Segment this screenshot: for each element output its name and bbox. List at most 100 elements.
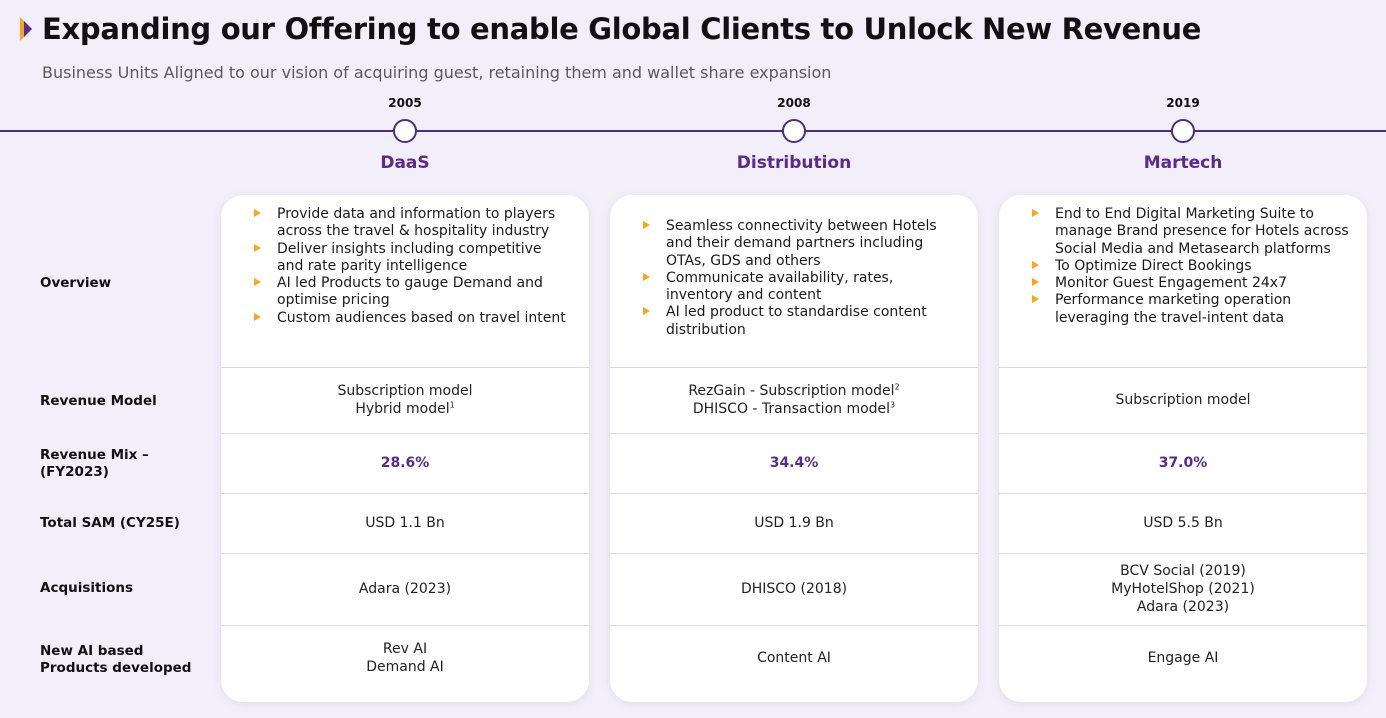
overview-list: Provide data and information to players … bbox=[251, 206, 571, 327]
overview-item-text: AI led product to standardise content di… bbox=[666, 304, 927, 338]
overview-item: AI led Products to gauge Demand and opti… bbox=[251, 275, 571, 310]
total-sam-value: USD 1.1 Bn bbox=[365, 515, 445, 531]
overview-item-text: Provide data and information to players … bbox=[277, 206, 556, 240]
row-divider bbox=[999, 367, 1367, 368]
unit-card bbox=[221, 195, 589, 702]
row-divider bbox=[221, 553, 589, 554]
overview-list: End to End Digital Marketing Suite to ma… bbox=[1029, 206, 1349, 327]
row-divider bbox=[999, 625, 1367, 626]
revenue-model-cell: RezGain - Subscription model2 DHISCO - Tr… bbox=[610, 367, 978, 433]
row-label-revenue-mix: Revenue Mix – (FY2023) bbox=[40, 447, 149, 480]
acquisition-item: BCV Social (2019) bbox=[1120, 563, 1246, 579]
overview-item: Deliver insights including competitive a… bbox=[251, 241, 571, 276]
row-label-total-sam: Total SAM (CY25E) bbox=[40, 515, 180, 531]
overview-item-text: Custom audiences based on travel intent bbox=[277, 309, 566, 326]
revenue-model-line: Hybrid model1 bbox=[355, 400, 455, 417]
acquisition-item: DHISCO (2018) bbox=[740, 581, 848, 597]
overview-item: Monitor Guest Engagement 24x7 bbox=[1029, 275, 1349, 292]
triangle-bullet-icon bbox=[254, 243, 261, 252]
triangle-bullet-icon bbox=[1032, 295, 1039, 304]
ai-products-cell: Rev AI Demand AI bbox=[221, 625, 589, 690]
ai-product-item: Engage AI bbox=[1147, 649, 1219, 666]
triangle-bullet-icon bbox=[643, 307, 650, 316]
acquisitions-cell: Adara (2023) bbox=[221, 553, 589, 625]
revenue-mix-value: 28.6% bbox=[380, 455, 430, 471]
row-divider bbox=[610, 493, 978, 494]
ai-products-cell: Engage AI bbox=[999, 625, 1367, 690]
overview-item: Seamless connectivity between Hotels and… bbox=[640, 218, 960, 270]
unit-title-daas: DaaS bbox=[380, 153, 430, 173]
timeline-node bbox=[393, 119, 417, 143]
timeline-line bbox=[0, 130, 1386, 132]
acquisitions-cell: BCV Social (2019) MyHotelShop (2021) Adara… bbox=[999, 553, 1367, 625]
timeline-node bbox=[782, 119, 806, 143]
overview-item-text: Monitor Guest Engagement 24x7 bbox=[1055, 275, 1287, 292]
acquisition-item: Adara (2023) bbox=[358, 581, 452, 597]
row-label-acquisitions: Acquisitions bbox=[40, 580, 134, 596]
ai-product-item: Rev AI bbox=[382, 640, 428, 657]
unit-title-distribution: Distribution bbox=[736, 153, 852, 173]
triangle-bullet-icon bbox=[643, 221, 650, 229]
row-label-ai-products: New AI based Products developed bbox=[40, 643, 192, 676]
overview-item: Communicate availability, rates, invento… bbox=[640, 270, 960, 305]
ai-products-cell: Content AI bbox=[610, 625, 978, 690]
revenue-model-line: RezGain - Subscription model2 bbox=[688, 382, 900, 399]
overview-item-text: Performance marketing operation leveragi… bbox=[1055, 292, 1292, 326]
triangle-bullet-icon bbox=[254, 312, 261, 321]
overview-item: Provide data and information to players … bbox=[251, 206, 571, 241]
overview-item: Performance marketing operation leveragi… bbox=[1029, 292, 1349, 327]
overview-item: End to End Digital Marketing Suite to ma… bbox=[1029, 206, 1349, 258]
page-title: Expanding our Offering to enable Global … bbox=[42, 12, 1202, 46]
overview-item: To Optimize Direct Bookings bbox=[1029, 258, 1349, 275]
row-divider bbox=[610, 625, 978, 626]
revenue-mix-value: 34.4% bbox=[769, 455, 819, 471]
row-divider bbox=[221, 433, 589, 434]
acquisition-item: Adara (2023) bbox=[1136, 599, 1230, 615]
triangle-bullet-icon bbox=[643, 272, 650, 281]
row-divider bbox=[999, 553, 1367, 554]
acquisitions-cell: DHISCO (2018) bbox=[610, 553, 978, 625]
unit-card bbox=[999, 195, 1367, 702]
chevron-marker-icon bbox=[20, 17, 32, 41]
triangle-bullet-icon bbox=[254, 278, 261, 287]
overview-item: AI led product to standardise content di… bbox=[640, 304, 960, 339]
overview-item-text: AI led Products to gauge Demand and opti… bbox=[277, 275, 543, 309]
footnote-marker: 3 bbox=[890, 400, 896, 410]
row-label-overview: Overview bbox=[40, 275, 112, 291]
overview-item-text: Communicate availability, rates, invento… bbox=[666, 269, 894, 304]
timeline-node bbox=[1171, 119, 1195, 143]
row-divider bbox=[221, 367, 589, 368]
row-divider bbox=[610, 367, 978, 368]
row-label-revenue-model: Revenue Model bbox=[40, 393, 157, 409]
acquisition-item: MyHotelShop (2021) bbox=[1111, 581, 1255, 597]
revenue-model-line: DHISCO - Transaction model3 bbox=[692, 400, 896, 417]
footnote-marker: 2 bbox=[894, 382, 900, 392]
revenue-model-line: Subscription model bbox=[1115, 392, 1251, 408]
overview-item-text: Seamless connectivity between Hotels and… bbox=[666, 218, 937, 269]
revenue-model-cell: Subscription model bbox=[999, 367, 1367, 433]
overview-item-text: End to End Digital Marketing Suite to ma… bbox=[1055, 206, 1349, 257]
total-sam-value: USD 5.5 Bn bbox=[1143, 515, 1223, 531]
triangle-bullet-icon bbox=[254, 209, 261, 217]
triangle-bullet-icon bbox=[1032, 260, 1039, 269]
ai-product-item: Demand AI bbox=[366, 658, 444, 675]
total-sam-value: USD 1.9 Bn bbox=[754, 515, 834, 531]
unit-title-martech: Martech bbox=[1143, 153, 1223, 173]
year-label: 2005 bbox=[388, 96, 422, 110]
ai-product-item: Content AI bbox=[757, 649, 831, 666]
row-divider bbox=[999, 493, 1367, 494]
row-divider bbox=[610, 433, 978, 434]
overview-list: Seamless connectivity between Hotels and… bbox=[640, 218, 960, 339]
row-divider bbox=[999, 433, 1367, 434]
row-divider bbox=[221, 493, 589, 494]
triangle-bullet-icon bbox=[1032, 209, 1039, 217]
year-label: 2019 bbox=[1166, 96, 1200, 110]
revenue-model-line: Subscription model bbox=[337, 383, 473, 399]
footnote-marker: 1 bbox=[449, 400, 455, 410]
year-label: 2008 bbox=[777, 96, 811, 110]
overview-item-text: To Optimize Direct Bookings bbox=[1055, 257, 1252, 274]
row-divider bbox=[221, 625, 589, 626]
overview-item-text: Deliver insights including competitive a… bbox=[277, 240, 542, 274]
page-subtitle: Business Units Aligned to our vision of … bbox=[42, 63, 832, 82]
revenue-model-cell: Subscription model Hybrid model1 bbox=[221, 367, 589, 433]
